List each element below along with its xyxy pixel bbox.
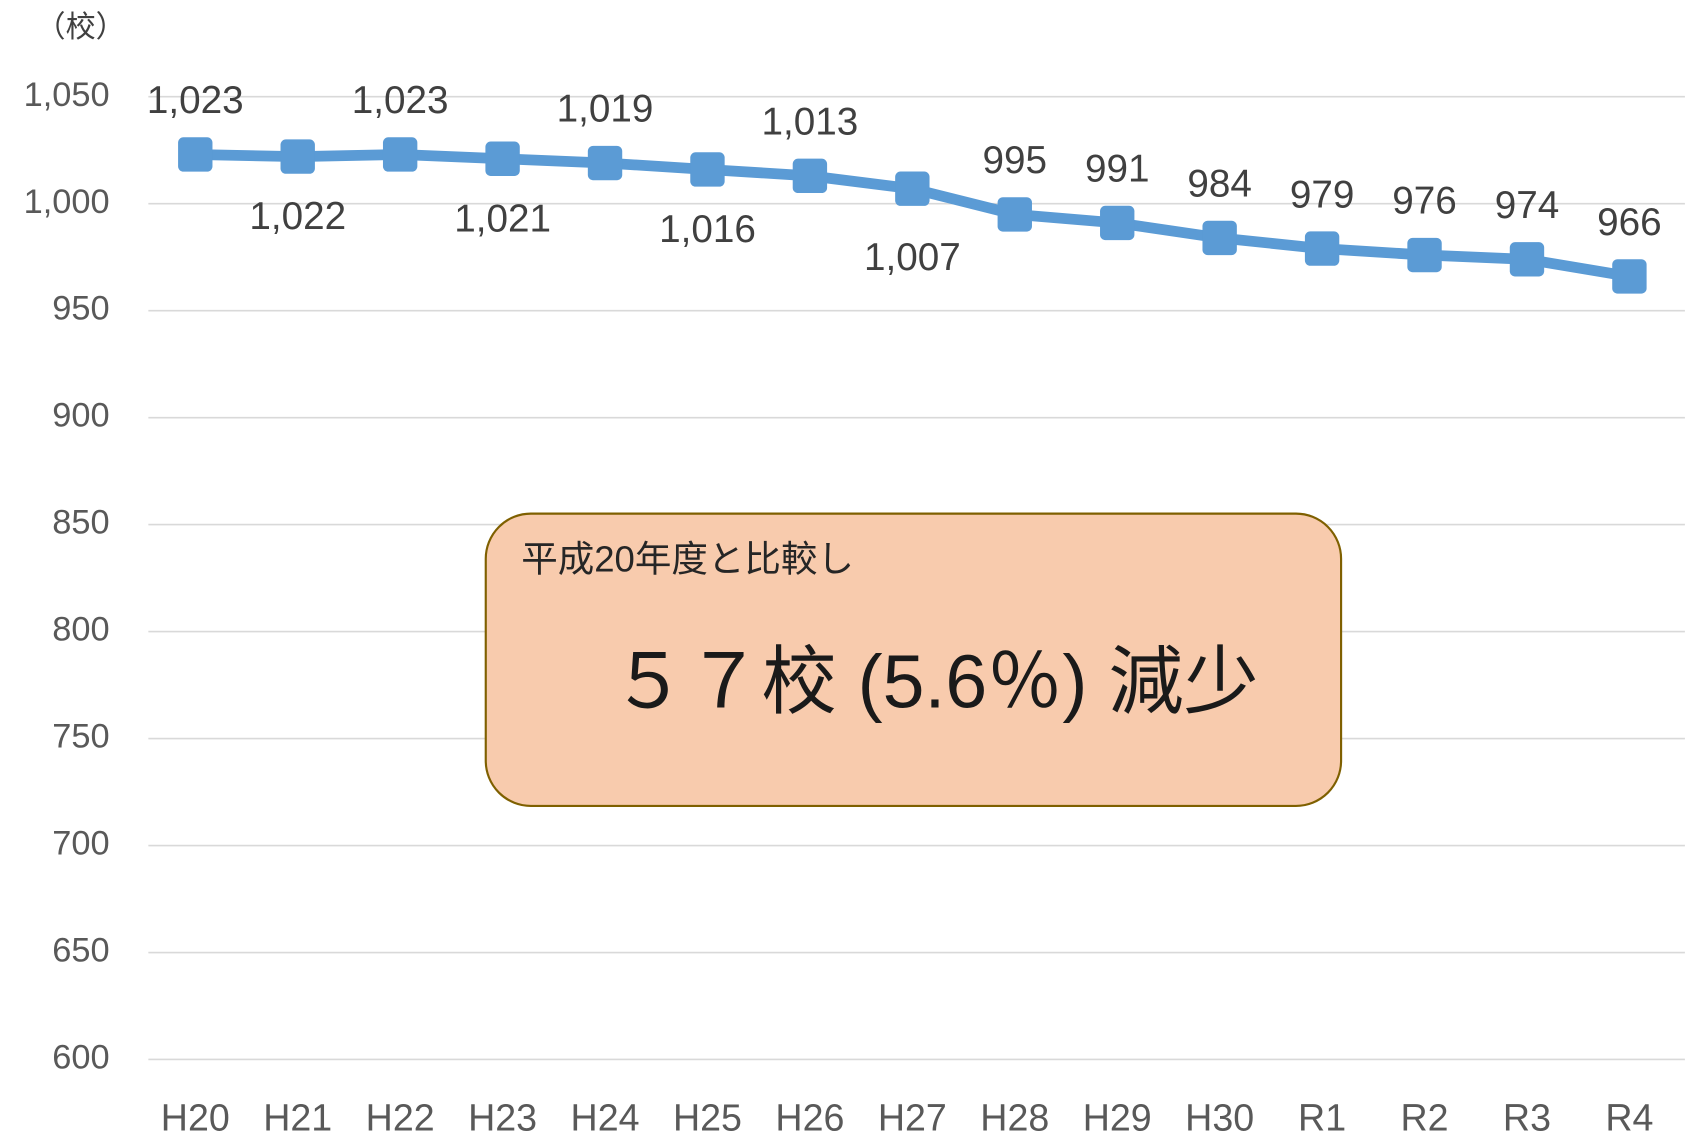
y-tick-label: 600 (52, 1039, 109, 1077)
marker (1509, 242, 1545, 277)
annotation-main: ５７校 (5.6％) 減少 (611, 640, 1259, 724)
annotation-caption: 平成20年度と比較し (521, 539, 854, 580)
x-tick-label: H21 (263, 1097, 332, 1139)
marker (895, 171, 930, 206)
y-tick-label: 850 (52, 504, 109, 542)
x-tick-label: H27 (878, 1097, 947, 1139)
x-tick-label: R4 (1605, 1097, 1653, 1139)
marker (587, 145, 623, 181)
y-tick-label: 700 (52, 825, 109, 863)
data-label: 966 (1597, 201, 1662, 244)
data-label: 976 (1392, 180, 1457, 223)
marker (280, 139, 315, 174)
data-label: 984 (1187, 163, 1252, 206)
x-tick-label: H22 (366, 1097, 435, 1139)
marker (1304, 231, 1340, 266)
data-label: 1,019 (557, 88, 654, 131)
data-label: 1,013 (762, 101, 859, 144)
y-tick-label: 750 (52, 718, 109, 756)
y-tick-label: 1,000 (24, 183, 110, 221)
marker (997, 197, 1032, 232)
data-label: 979 (1290, 173, 1355, 216)
x-tick-label: H25 (673, 1097, 742, 1139)
y-tick-label: 650 (52, 932, 109, 970)
marker (1407, 237, 1442, 273)
marker (1612, 259, 1647, 294)
data-label: 1,022 (249, 195, 346, 238)
annotation-box (484, 512, 1343, 807)
data-label: 1,023 (147, 79, 244, 122)
x-tick-label: H20 (161, 1097, 230, 1139)
x-tick-label: R2 (1401, 1097, 1449, 1139)
y-tick-label: 800 (52, 611, 109, 649)
y-tick-label: 900 (52, 397, 109, 435)
x-tick-label: H26 (775, 1097, 844, 1139)
data-label: 1,016 (659, 208, 756, 251)
x-tick-label: H30 (1185, 1097, 1254, 1139)
data-label: 1,023 (352, 79, 449, 122)
y-tick-label: 950 (52, 290, 109, 328)
marker (792, 158, 828, 194)
x-tick-label: H28 (980, 1097, 1049, 1139)
marker (382, 137, 418, 172)
y-axis-label: （校） (36, 11, 126, 44)
marker (178, 137, 213, 172)
marker (1100, 205, 1135, 241)
x-tick-label: R3 (1503, 1097, 1551, 1139)
x-tick-label: H29 (1083, 1097, 1152, 1139)
x-tick-label: R1 (1298, 1097, 1346, 1139)
data-label: 991 (1085, 148, 1150, 191)
data-label: 1,007 (864, 236, 961, 279)
marker (485, 141, 520, 176)
data-label: 974 (1495, 184, 1560, 227)
marker (1202, 220, 1237, 256)
x-tick-label: H23 (468, 1097, 537, 1139)
data-label: 995 (983, 139, 1048, 182)
data-label: 1,021 (454, 197, 551, 240)
marker (690, 152, 725, 187)
x-tick-label: H24 (571, 1097, 640, 1139)
y-tick-label: 1,050 (24, 76, 110, 114)
